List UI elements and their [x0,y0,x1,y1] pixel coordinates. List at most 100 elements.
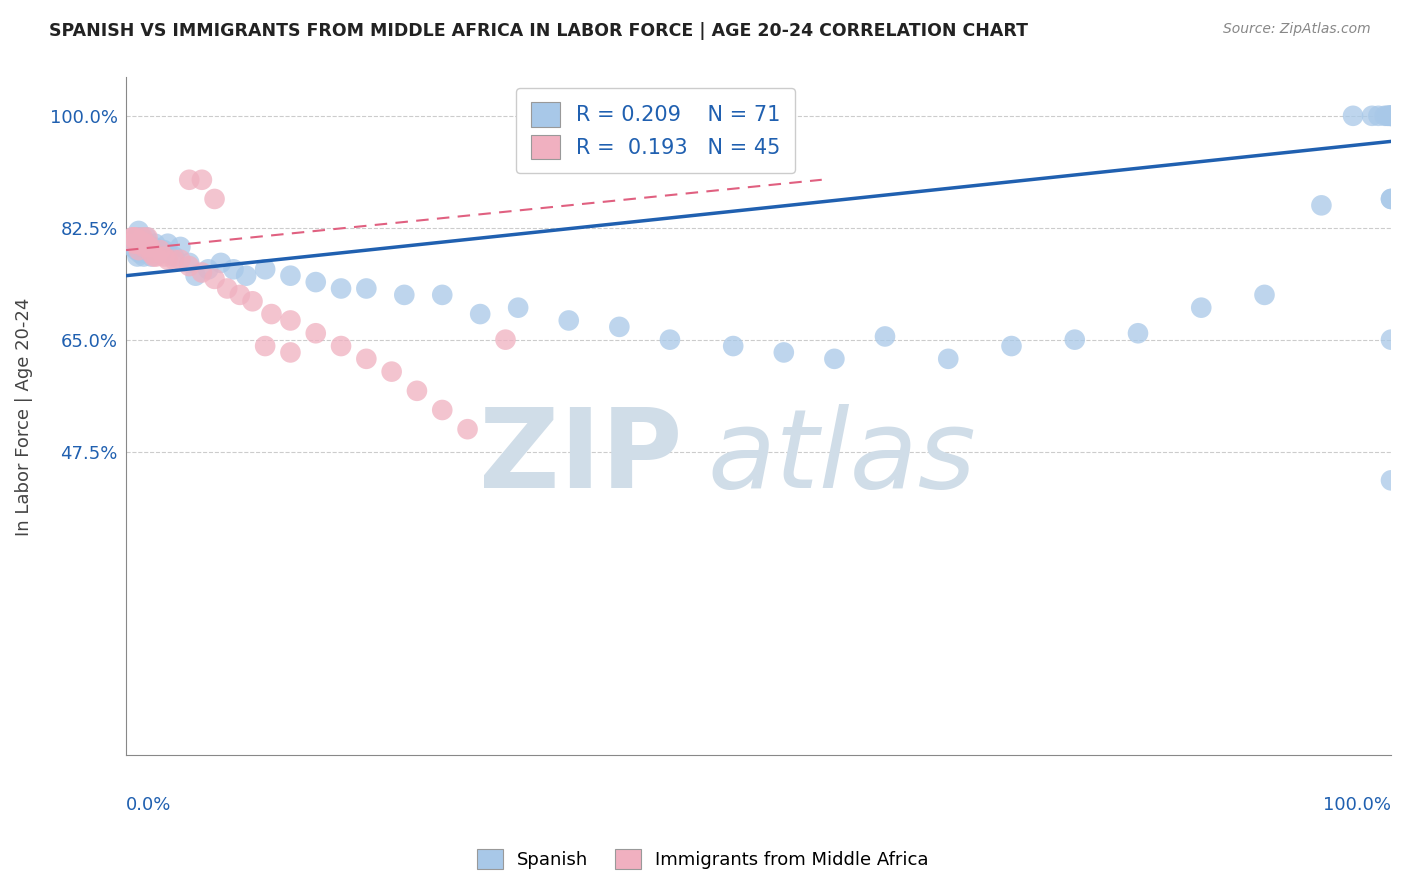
Point [356,281,378,295]
Point [136,230,159,244]
Point [406,384,429,398]
Point [432,403,454,417]
Point [135,236,157,251]
Point [1379,192,1402,206]
Point [121,230,143,244]
Point [1374,109,1396,123]
Point [138,243,160,257]
Point [1367,109,1389,123]
Point [254,262,277,277]
Point [191,265,214,279]
Legend: Spanish, Immigrants from Middle Africa: Spanish, Immigrants from Middle Africa [468,839,938,879]
Point [495,333,517,347]
Point [1379,109,1402,123]
Point [131,240,153,254]
Point [1126,326,1149,341]
Point [330,281,353,295]
Point [1379,333,1402,347]
Point [127,236,149,251]
Point [124,236,146,251]
Point [141,250,163,264]
Point [209,256,232,270]
Point [129,236,152,251]
Point [1189,301,1212,315]
Point [823,351,845,366]
Point [156,252,179,267]
Point [125,243,148,257]
Y-axis label: In Labor Force | Age 20-24: In Labor Force | Age 20-24 [15,297,32,535]
Point [394,288,416,302]
Point [153,250,176,264]
Point [1341,109,1364,123]
Point [260,307,283,321]
Point [139,246,162,260]
Point [142,243,165,257]
Point [142,240,165,254]
Point [1000,339,1022,353]
Point [163,250,186,264]
Point [204,192,226,206]
Point [1379,109,1402,123]
Point [169,240,191,254]
Point [305,275,328,289]
Point [254,339,277,353]
Point [129,246,152,260]
Point [1379,474,1402,488]
Point [191,173,214,187]
Point [125,230,148,244]
Point [280,313,302,327]
Point [132,240,155,254]
Point [128,224,150,238]
Point [145,250,167,264]
Point [229,288,252,302]
Point [129,234,152,248]
Point [1378,109,1400,123]
Point [149,243,172,257]
Point [432,288,454,302]
Point [873,329,896,343]
Point [280,268,302,283]
Point [169,252,191,267]
Text: 0.0%: 0.0% [127,796,172,814]
Point [179,259,201,273]
Point [381,365,404,379]
Point [134,236,156,251]
Point [128,236,150,251]
Point [330,339,353,353]
Point [134,236,156,251]
Text: SPANISH VS IMMIGRANTS FROM MIDDLE AFRICA IN LABOR FORCE | AGE 20-24 CORRELATION : SPANISH VS IMMIGRANTS FROM MIDDLE AFRICA… [49,22,1028,40]
Point [305,326,328,341]
Point [1379,109,1402,123]
Point [936,351,959,366]
Point [136,236,159,251]
Text: ZIP: ZIP [479,403,682,510]
Point [138,240,160,254]
Point [197,262,219,277]
Point [508,301,530,315]
Point [1253,288,1275,302]
Point [179,173,201,187]
Point [179,256,201,270]
Point [457,422,479,436]
Point [356,351,378,366]
Point [163,252,186,267]
Point [1361,109,1384,123]
Point [128,230,150,244]
Text: 100.0%: 100.0% [1323,796,1391,814]
Point [217,281,239,295]
Point [142,250,165,264]
Point [141,246,163,260]
Point [129,230,152,244]
Point [558,313,581,327]
Point [609,319,631,334]
Point [128,243,150,257]
Point [721,339,744,353]
Point [1379,109,1402,123]
Point [1376,109,1399,123]
Point [132,250,155,264]
Point [122,230,145,244]
Point [280,345,302,359]
Point [1378,109,1400,123]
Point [134,243,156,257]
Point [235,268,257,283]
